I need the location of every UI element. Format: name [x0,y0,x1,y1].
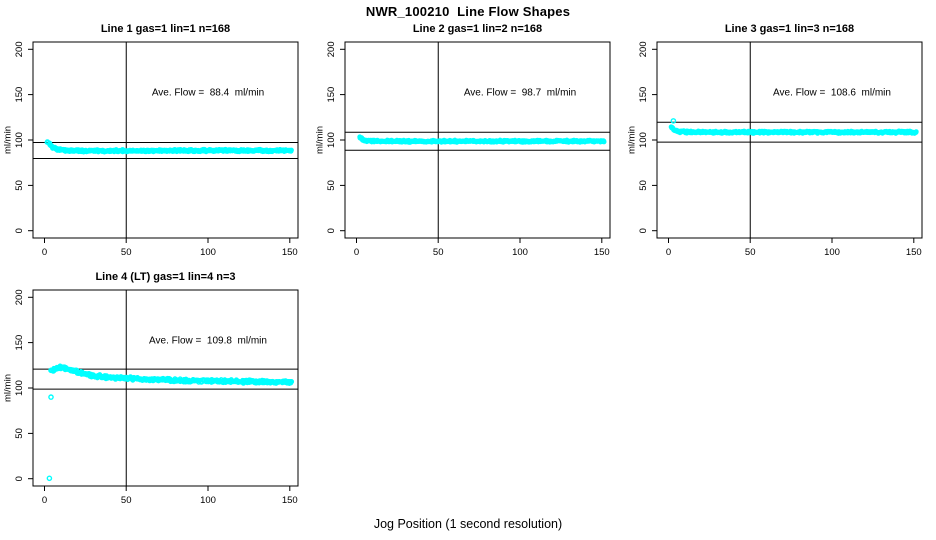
subplot-line-3: 0 50 100 150 0 50 100 150 200 Line 3 gas=1 lin=3… [624,22,936,270]
svg-text:200: 200 [638,41,649,57]
svg-text:150: 150 [906,247,922,258]
svg-text:100: 100 [200,495,216,506]
subplot-line-2: 0 50 100 150 0 50 100 150 200 Line 2 gas=1 lin=2… [312,22,624,270]
subplot-3-ave-flow-annotation: Ave. Flow = 108.6 ml/min [773,87,891,99]
svg-text:0: 0 [42,495,47,506]
subplot-4-canvas: 0 50 100 150 0 50 100 150 200 [14,289,299,506]
subplot-line-1: 0 50 100 150 0 50 100 150 200 Line 1 gas=1 lin=1… [0,22,312,270]
subplot-2-ave-flow-annotation: Ave. Flow = 98.7 ml/min [463,87,577,99]
svg-text:100: 100 [200,247,216,258]
svg-text:50: 50 [14,428,25,439]
svg-text:50: 50 [14,180,25,191]
svg-text:200: 200 [14,289,25,305]
svg-text:50: 50 [121,247,132,258]
svg-text:150: 150 [14,335,25,351]
subplot-1-canvas: 0 50 100 150 0 50 100 150 200 [14,41,299,258]
svg-text:150: 150 [638,87,649,103]
svg-text:0: 0 [14,228,25,233]
svg-text:50: 50 [326,180,337,191]
subplot-1-ave-flow-annotation: Ave. Flow = 88.4 ml/min [151,87,265,99]
subplot-1-ylabel: ml/min [2,126,14,154]
svg-text:50: 50 [638,180,649,191]
svg-text:0: 0 [666,247,671,258]
subplot-2-canvas: 0 50 100 150 0 50 100 150 200 [326,41,611,258]
svg-text:150: 150 [282,495,298,506]
svg-text:200: 200 [14,41,25,57]
subplot-3-ylabel: ml/min [626,126,638,154]
svg-text:100: 100 [638,132,649,148]
svg-text:100: 100 [14,132,25,148]
figure-xlabel: Jog Position (1 second resolution) [373,517,563,531]
subplot-line-4: 0 50 100 150 0 50 100 150 200 Line 4 (LT) gas=1 … [0,270,312,518]
figure-title: NWR_100210 Line Flow Shapes [365,4,571,19]
svg-text:0: 0 [42,247,47,258]
svg-text:100: 100 [326,132,337,148]
subplot-4-ylabel: ml/min [2,374,14,402]
subplot-1-title: Line 1 gas=1 lin=1 n=168 [100,23,231,35]
svg-text:150: 150 [594,247,610,258]
subplot-4-title: Line 4 (LT) gas=1 lin=4 n=3 [95,271,236,283]
svg-text:100: 100 [512,247,528,258]
svg-text:0: 0 [638,228,649,233]
svg-text:50: 50 [745,247,756,258]
svg-text:0: 0 [326,228,337,233]
subplot-4-ave-flow-annotation: Ave. Flow = 109.8 ml/min [149,335,267,347]
subplot-3-canvas: 0 50 100 150 0 50 100 150 200 [638,41,923,258]
svg-text:50: 50 [433,247,444,258]
subplot-2-ylabel: ml/min [314,126,326,154]
subplot-3-title: Line 3 gas=1 lin=3 n=168 [724,23,855,35]
svg-text:150: 150 [14,87,25,103]
svg-text:50: 50 [121,495,132,506]
svg-text:200: 200 [326,41,337,57]
svg-text:0: 0 [14,476,25,481]
svg-text:0: 0 [354,247,359,258]
svg-text:150: 150 [282,247,298,258]
svg-text:150: 150 [326,87,337,103]
svg-text:100: 100 [824,247,840,258]
svg-text:100: 100 [14,380,25,396]
subplot-2-title: Line 2 gas=1 lin=2 n=168 [412,23,543,35]
